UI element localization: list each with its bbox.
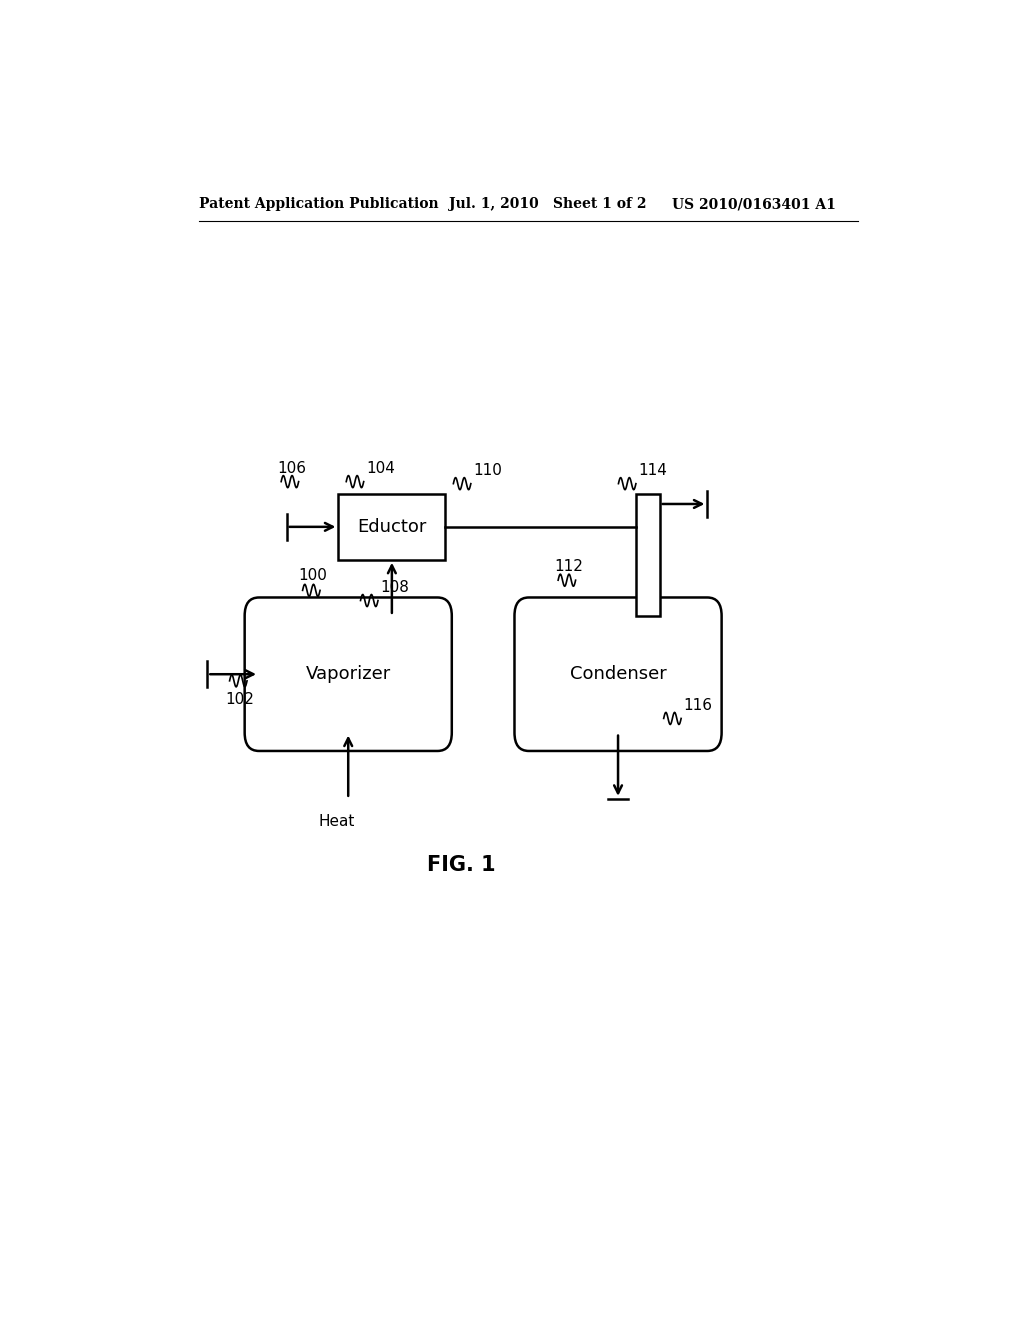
FancyBboxPatch shape <box>514 598 722 751</box>
FancyBboxPatch shape <box>636 494 659 615</box>
Text: Vaporizer: Vaporizer <box>305 665 391 684</box>
Text: Heat: Heat <box>318 813 354 829</box>
Text: 112: 112 <box>554 560 583 574</box>
Text: US 2010/0163401 A1: US 2010/0163401 A1 <box>672 197 836 211</box>
Text: Condenser: Condenser <box>569 665 667 684</box>
FancyBboxPatch shape <box>245 598 452 751</box>
Text: 108: 108 <box>380 579 410 595</box>
Text: 100: 100 <box>299 568 328 582</box>
Text: 104: 104 <box>367 461 395 477</box>
Text: Patent Application Publication: Patent Application Publication <box>200 197 439 211</box>
Text: 102: 102 <box>225 692 255 706</box>
Text: 106: 106 <box>278 461 306 477</box>
Text: 116: 116 <box>684 698 713 713</box>
Text: FIG. 1: FIG. 1 <box>427 855 496 875</box>
Text: 110: 110 <box>473 463 502 478</box>
Text: Jul. 1, 2010: Jul. 1, 2010 <box>450 197 540 211</box>
FancyBboxPatch shape <box>338 494 445 560</box>
Text: 114: 114 <box>638 463 668 478</box>
Text: Sheet 1 of 2: Sheet 1 of 2 <box>553 197 646 211</box>
Text: Eductor: Eductor <box>357 517 427 536</box>
